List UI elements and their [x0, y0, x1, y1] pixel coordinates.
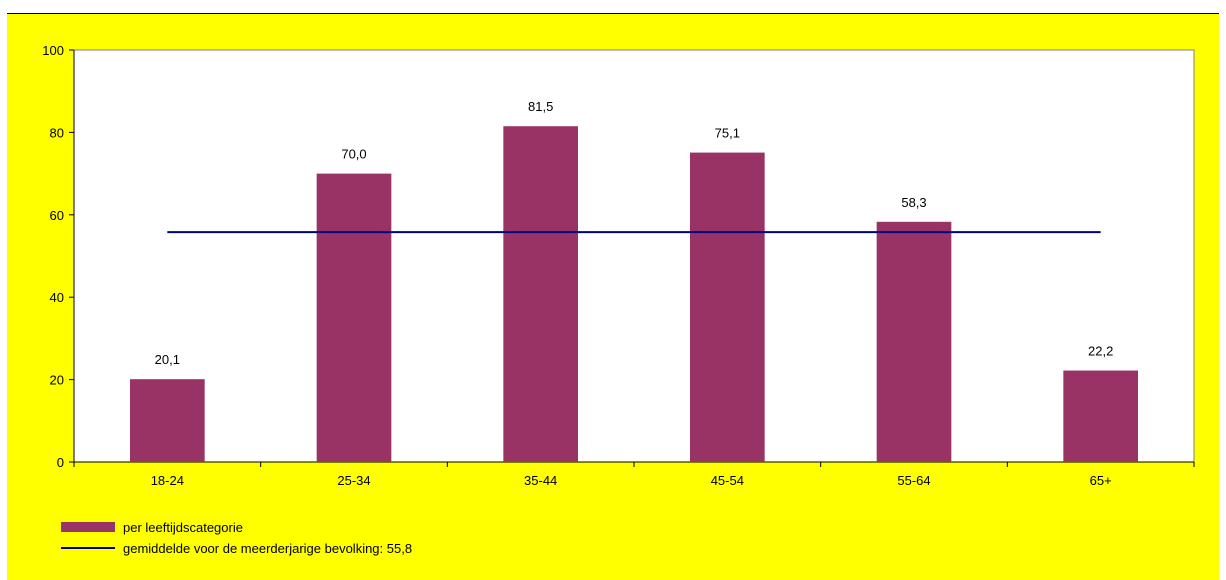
- data-label: 58,3: [901, 195, 926, 210]
- bar: [876, 221, 952, 462]
- legend-line-label: gemiddelde voor de meerderjarige bevolki…: [123, 541, 412, 556]
- legend-bar-swatch: [61, 522, 115, 532]
- x-tick-label: 55-64: [897, 473, 930, 488]
- data-label: 70,0: [341, 147, 366, 162]
- data-labels: 20,1 70,0 81,5 75,1 58,3 22,2: [155, 99, 1114, 367]
- bar: [503, 126, 578, 462]
- x-tick-label: 25-34: [337, 473, 370, 488]
- bars: [130, 126, 1138, 462]
- plot-area: [73, 49, 1195, 463]
- bar: [316, 173, 392, 462]
- legend-bar-label: per leeftijdscategorie: [123, 520, 243, 535]
- data-label: 20,1: [155, 352, 180, 367]
- y-tick-label: 40: [50, 290, 64, 305]
- chart-background: 0 20 40 60 80 100 18-24 25-34 35-44 45-54 55-64 65…: [7, 13, 1219, 580]
- x-tick-label: 45-54: [711, 473, 744, 488]
- y-axis: 0 20 40 60 80 100: [42, 43, 75, 470]
- y-tick-label: 60: [50, 208, 64, 223]
- data-label: 81,5: [528, 99, 553, 114]
- x-tick-label: 18-24: [151, 473, 184, 488]
- y-tick-label: 0: [57, 455, 64, 470]
- y-tick-label: 100: [42, 43, 64, 58]
- x-tick-label: 65+: [1090, 473, 1112, 488]
- bar: [1063, 370, 1138, 462]
- data-label: 75,1: [715, 126, 740, 141]
- data-label: 22,2: [1088, 344, 1113, 359]
- bar: [690, 152, 765, 462]
- bar-chart: 0 20 40 60 80 100 18-24 25-34 35-44 45-54 55-64 65…: [42, 43, 1195, 556]
- x-tick-label: 35-44: [524, 473, 557, 488]
- y-tick-label: 20: [50, 373, 64, 388]
- x-axis: 18-24 25-34 35-44 45-54 55-64 65+: [73, 461, 1195, 488]
- bar: [130, 379, 205, 462]
- legend: per leeftijdscategorie gemiddelde voor d…: [61, 520, 412, 556]
- y-tick-label: 80: [50, 125, 64, 140]
